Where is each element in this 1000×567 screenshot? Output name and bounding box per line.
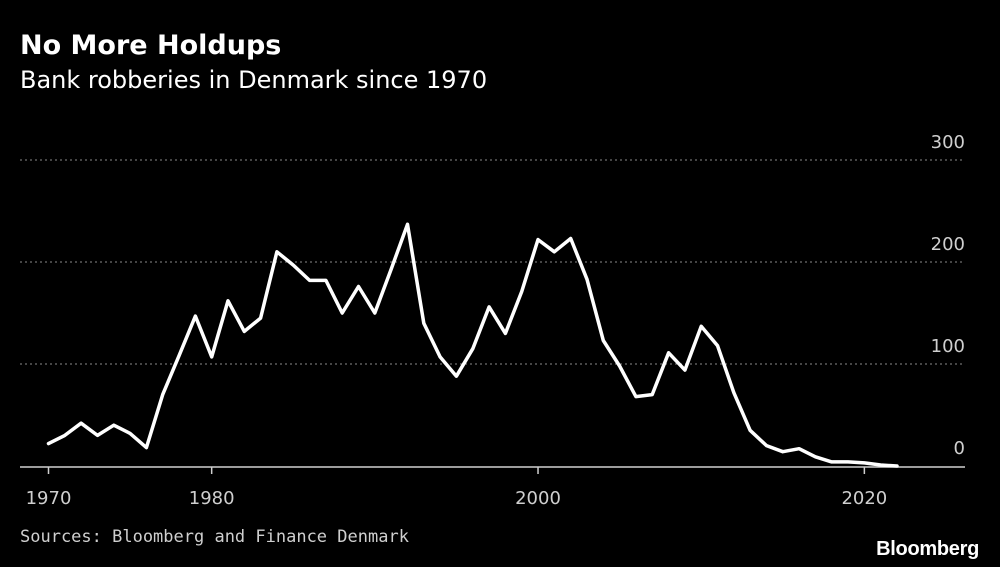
x-tick-label-1980: 1980 — [189, 488, 235, 509]
chart-title: No More Holdups — [20, 30, 282, 61]
data-point-1977 — [161, 393, 164, 396]
data-point-1980 — [210, 355, 213, 359]
data-point-2004 — [602, 339, 605, 342]
data-point-1989 — [357, 285, 360, 288]
y-tick-label-100: 100 — [931, 336, 965, 357]
data-point-2015 — [781, 450, 784, 453]
data-point-1982 — [243, 330, 246, 333]
series-layer — [46, 222, 899, 468]
data-point-1994 — [438, 355, 442, 359]
data-point-1992 — [406, 223, 409, 226]
data-point-2001 — [553, 250, 556, 253]
data-point-1996 — [471, 347, 474, 350]
data-point-2006 — [634, 395, 638, 398]
data-point-1983 — [259, 316, 262, 320]
y-tick-label-0: 0 — [954, 438, 965, 459]
y-tick-label-300: 300 — [931, 132, 965, 153]
data-point-1990 — [373, 311, 377, 315]
data-point-1993 — [422, 322, 425, 325]
data-point-1974 — [112, 424, 115, 427]
data-point-1986 — [308, 279, 311, 282]
data-point-2002 — [569, 237, 572, 240]
data-point-1973 — [96, 434, 99, 437]
data-point-1988 — [341, 311, 344, 315]
data-point-1970 — [47, 442, 50, 445]
data-point-1981 — [226, 299, 230, 302]
data-point-2007 — [651, 393, 654, 396]
data-point-2009 — [683, 368, 687, 372]
data-point-2005 — [618, 364, 621, 368]
data-point-1971 — [63, 434, 67, 437]
data-point-2003 — [585, 278, 589, 281]
data-point-2012 — [732, 391, 736, 394]
data-point-1997 — [487, 305, 491, 309]
bloomberg-logo: Bloomberg — [876, 538, 979, 560]
data-point-2010 — [699, 325, 703, 328]
data-point-2020 — [863, 461, 866, 465]
data-point-2000 — [536, 238, 540, 241]
data-point-1975 — [128, 432, 132, 435]
x-tick-label-2000: 2000 — [515, 488, 561, 509]
data-point-2013 — [748, 429, 752, 432]
x-axis — [20, 466, 965, 474]
data-point-1978 — [177, 354, 181, 358]
grid-layer — [20, 159, 965, 365]
data-point-1984 — [275, 250, 279, 253]
data-point-1979 — [194, 314, 197, 318]
data-point-2017 — [814, 455, 817, 459]
chart-subtitle: Bank robberies in Denmark since 1970 — [20, 66, 488, 94]
data-point-1987 — [324, 279, 328, 282]
x-tick-label-2020: 2020 — [841, 488, 887, 509]
data-point-2008 — [667, 351, 670, 354]
data-point-1999 — [520, 290, 523, 293]
tick-labels: 0 100 200 300 1970 1980 2000 2020 — [26, 132, 965, 509]
x-tick-label-1970: 1970 — [26, 488, 72, 509]
data-point-1991 — [389, 267, 393, 271]
data-point-1985 — [292, 263, 295, 267]
data-point-2011 — [716, 344, 719, 347]
data-point-1995 — [455, 375, 458, 378]
data-point-1976 — [145, 446, 148, 449]
source-note: Sources: Bloomberg and Finance Denmark — [20, 527, 409, 547]
data-point-1998 — [504, 332, 507, 335]
data-point-2018 — [830, 460, 833, 464]
data-point-2016 — [797, 447, 801, 450]
data-point-1972 — [79, 421, 83, 425]
data-point-2021 — [879, 463, 882, 467]
series-line-0 — [46, 222, 899, 468]
y-tick-label-200: 200 — [931, 234, 965, 255]
data-point-2014 — [765, 444, 768, 447]
data-point-2019 — [846, 460, 850, 464]
data-point-2022 — [895, 464, 899, 468]
